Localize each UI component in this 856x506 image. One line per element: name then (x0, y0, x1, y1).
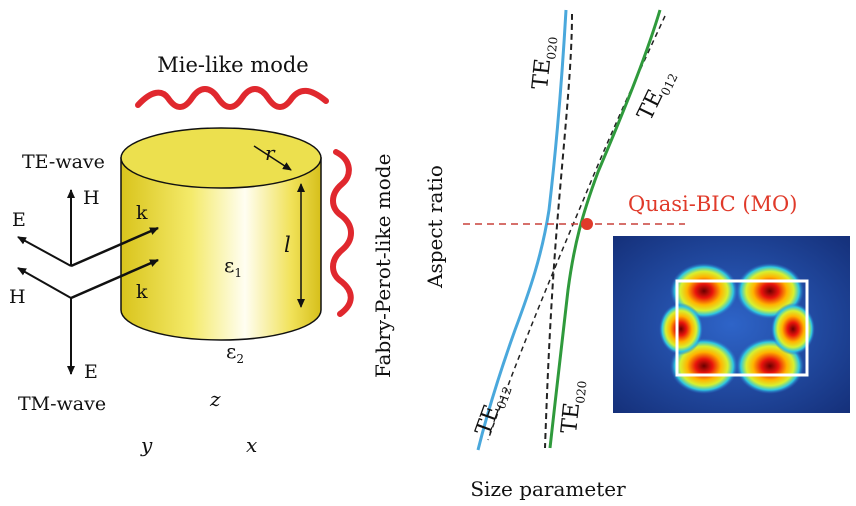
size-parameter-label: Size parameter (470, 477, 626, 501)
quasi-bic-point (581, 218, 593, 230)
curve-label-te020-bottom: TE020 (557, 379, 589, 435)
tm-k-arrow (70, 258, 159, 300)
fabry-perot-label: Fabry-Perot-like mode (371, 154, 395, 378)
curve-label-te020-top: TE020 (528, 35, 560, 91)
mie-mode-label: Mie-like mode (157, 53, 308, 77)
te-wave-label: TE-wave (22, 151, 105, 173)
curve-label-te012-top: TE012 (633, 65, 681, 125)
dashed-asymptote-steep (544, 13, 573, 449)
epsilon-2-label: ε2 (226, 339, 244, 366)
y-axis-label: y (140, 433, 153, 457)
z-axis-label: z (209, 387, 221, 411)
dielectric-cylinder (120, 127, 322, 341)
te-k-label: k (136, 202, 148, 224)
quasi-bic-label: Quasi-BIC (MO) (628, 192, 797, 216)
mie-wave (135, 86, 329, 110)
field-distribution-inset (613, 236, 850, 413)
te-k-arrow (70, 226, 159, 268)
height-label: l (284, 233, 291, 257)
epsilon-1-label: ε1 (224, 253, 242, 280)
radius-arrow (253, 145, 292, 171)
te-h-label: H (83, 187, 100, 209)
tm-h-arrow (17, 267, 72, 299)
tm-e-label: E (84, 361, 98, 383)
te-e-arrow (17, 236, 72, 267)
blue-mode-curve (476, 9, 568, 451)
x-axis-label: x (246, 433, 257, 457)
fabry-perot-wave (330, 149, 354, 317)
tm-wave-label: TM-wave (18, 393, 106, 415)
tm-h-label: H (9, 286, 26, 308)
te-e-label: E (12, 209, 26, 231)
aspect-ratio-label: Aspect ratio (423, 165, 447, 289)
tm-k-label: k (136, 281, 148, 303)
radius-label: r (265, 141, 276, 165)
curve-label-te012-bottom: TE012 (471, 380, 515, 440)
green-mode-curve (548, 9, 662, 449)
